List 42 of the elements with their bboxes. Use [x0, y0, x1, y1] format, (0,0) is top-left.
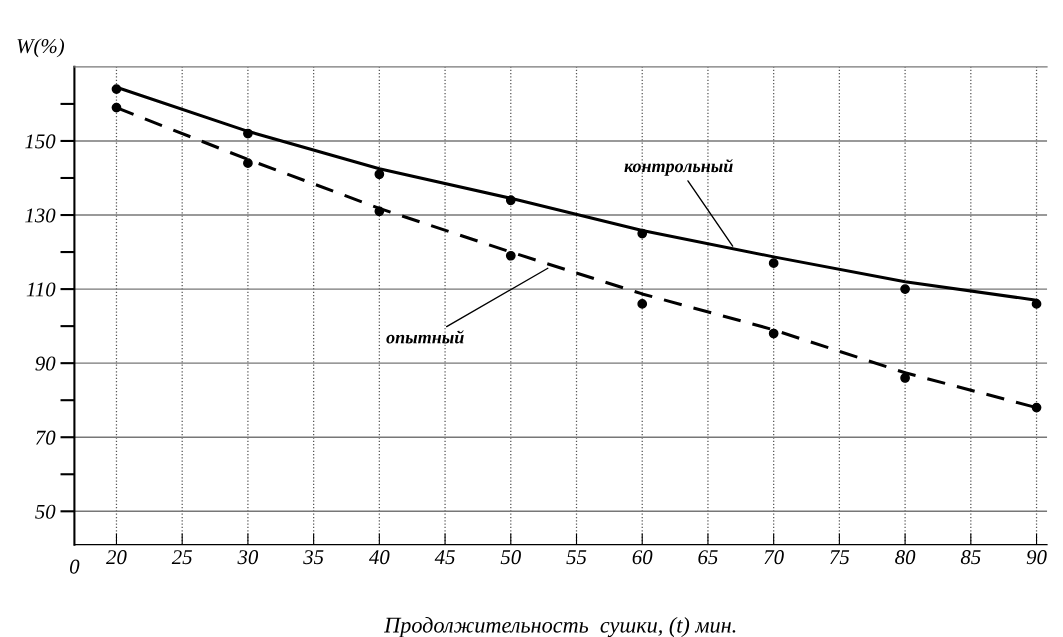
- y-tick-label: 110: [26, 282, 56, 297]
- annotation: опытный: [386, 330, 464, 344]
- y-axis-title: W(%): [17, 38, 65, 58]
- x-tick-label: 50: [500, 550, 521, 565]
- point: [374, 206, 385, 217]
- x-axis-title: Продолжительность сушки, (t) мин.: [384, 617, 736, 637]
- y-tick-label: 50: [35, 504, 56, 519]
- point: [505, 250, 516, 261]
- x-tick-label: 70: [764, 550, 784, 565]
- x-tick-label: 60: [632, 550, 653, 565]
- point: [505, 195, 516, 206]
- point: [1031, 299, 1042, 309]
- annotation: контрольный: [624, 158, 733, 176]
- x-tick-label: 75: [830, 550, 850, 565]
- y-tick-label: 70: [36, 430, 56, 445]
- point: [900, 373, 910, 383]
- x-tick-label: 55: [566, 550, 587, 565]
- x-tick-label: 45: [434, 550, 455, 565]
- x-tick-label: 65: [698, 550, 718, 565]
- point: [637, 228, 648, 239]
- point: [243, 128, 253, 139]
- point: [768, 328, 779, 339]
- x-tick-label: 35: [303, 550, 324, 565]
- point: [768, 258, 779, 269]
- point: [111, 84, 122, 94]
- x-tick-label: 40: [368, 550, 390, 565]
- x-tick-label: 80: [895, 550, 916, 565]
- x-tick-label: 90: [1026, 550, 1047, 565]
- y-tick-label: 150: [25, 134, 56, 149]
- y-tick-label: 130: [25, 208, 56, 223]
- point: [1031, 402, 1042, 413]
- x-tick-label: 30: [237, 550, 259, 565]
- point: [900, 284, 910, 294]
- x-tick-label: 20: [106, 550, 127, 565]
- x-tick-label: 25: [171, 550, 192, 565]
- point: [243, 158, 253, 169]
- text: 0: [70, 559, 80, 574]
- x-tick-label: 85: [960, 550, 981, 565]
- point: [374, 169, 385, 180]
- y-tick-label: 90: [35, 356, 56, 371]
- point: [637, 299, 648, 309]
- point: [111, 102, 122, 113]
